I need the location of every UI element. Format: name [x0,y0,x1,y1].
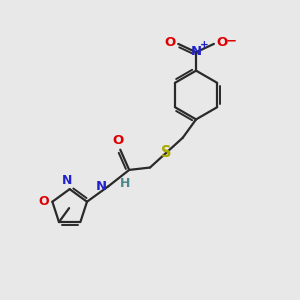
Text: S: S [161,145,172,160]
Text: O: O [216,36,227,49]
Text: N: N [62,174,73,188]
Text: −: − [226,34,237,47]
Text: N: N [190,44,202,58]
Text: N: N [96,180,107,193]
Text: O: O [164,36,175,49]
Text: H: H [120,177,130,190]
Text: +: + [200,40,209,50]
Text: O: O [112,134,124,147]
Text: O: O [38,195,49,208]
